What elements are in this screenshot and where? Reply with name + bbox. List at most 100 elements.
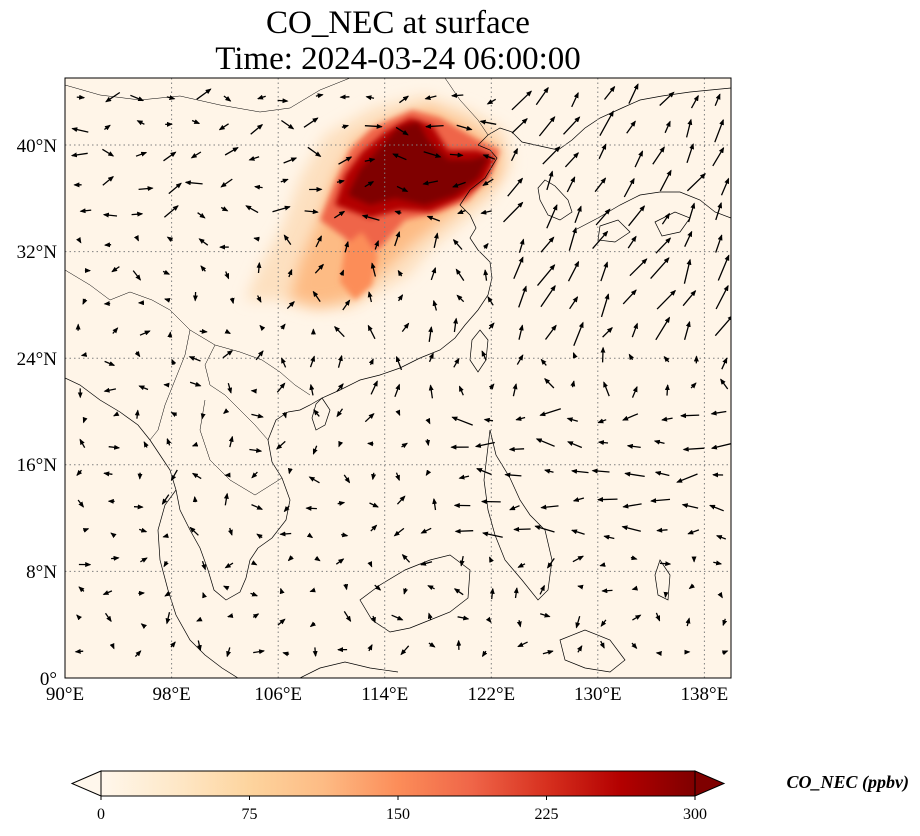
- wind-arrow: [371, 615, 376, 624]
- x-tick-label: 122°E: [467, 684, 515, 705]
- wind-arrow: [161, 494, 170, 505]
- wind-arrow: [682, 446, 705, 452]
- wind-arrow: [79, 208, 92, 214]
- wind-arrow: [281, 119, 295, 130]
- wind-arrow: [223, 492, 229, 506]
- wind-arrow: [715, 535, 727, 540]
- colorbar: 0 75 150 225 300 CO_NEC (ppbv): [70, 770, 909, 823]
- wind-arrow: [538, 116, 556, 137]
- wind-arrow: [449, 152, 464, 158]
- wind-arrow: [544, 377, 555, 389]
- wind-arrow: [309, 383, 315, 396]
- wind-arrow: [482, 242, 489, 250]
- wind-arrow: [717, 254, 730, 281]
- wind-arrow: [430, 266, 437, 281]
- wind-arrow: [535, 438, 555, 447]
- wind-arrow: [396, 185, 409, 192]
- wind-arrow: [224, 328, 231, 334]
- y-tick-label: 40°N: [17, 136, 58, 157]
- wind-arrow: [287, 467, 293, 475]
- wind-arrow: [656, 527, 668, 533]
- wind-arrow: [600, 619, 607, 627]
- wind-arrow: [595, 208, 611, 226]
- wind-arrow: [254, 184, 263, 190]
- wind-arrow: [690, 94, 699, 109]
- wind-arrow: [661, 416, 673, 422]
- wind-arrow: [515, 416, 526, 421]
- wind-arrow: [338, 156, 353, 165]
- wind-arrow: [592, 230, 609, 250]
- wind-arrow: [131, 211, 144, 217]
- wind-arrow: [79, 438, 86, 449]
- wind-arrow: [82, 528, 90, 533]
- wind-arrow: [365, 95, 375, 101]
- wind-arrow: [371, 472, 377, 481]
- wind-arrow: [192, 496, 198, 503]
- y-tick-label: 32°N: [17, 242, 58, 263]
- wind-arrow: [451, 416, 473, 426]
- wind-arrow: [681, 503, 699, 509]
- wind-arrow: [488, 322, 495, 330]
- wind-arrow: [343, 583, 349, 591]
- colorbar-tick-label: 225: [535, 806, 559, 823]
- wind-arrow: [710, 443, 731, 450]
- wind-arrow: [631, 322, 638, 338]
- wind-arrow: [428, 352, 434, 363]
- wind-arrow: [486, 98, 497, 105]
- wind-arrow: [220, 178, 233, 188]
- wind-arrow: [305, 505, 317, 511]
- wind-arrow: [513, 526, 531, 532]
- wind-arrow: [628, 205, 646, 227]
- y-tick-label: 16°N: [17, 455, 58, 476]
- x-tick-label: 98°E: [152, 684, 190, 705]
- wind-arrow: [482, 154, 496, 160]
- wind-arrow: [250, 560, 258, 566]
- wind-arrow: [277, 98, 289, 104]
- wind-arrow: [503, 201, 524, 223]
- wind-arrow: [676, 473, 698, 483]
- wind-arrow: [134, 650, 142, 658]
- wind-arrow: [162, 269, 171, 275]
- wind-arrow: [196, 88, 212, 100]
- wind-arrow: [721, 650, 729, 656]
- wind-arrow: [504, 472, 522, 478]
- wind-arrow: [337, 354, 343, 368]
- wind-arrow: [165, 612, 171, 625]
- wind-arrow: [396, 495, 406, 505]
- wind-arrow: [336, 408, 344, 418]
- wind-arrow: [720, 177, 730, 196]
- wind-arrow: [399, 95, 410, 104]
- wind-arrow: [111, 266, 120, 273]
- wind-arrow: [279, 323, 286, 330]
- wind-arrow: [518, 238, 525, 253]
- wind-arrow: [367, 644, 373, 652]
- wind-arrow: [452, 239, 463, 250]
- wind-arrow: [104, 612, 112, 623]
- wind-arrow: [566, 417, 578, 423]
- x-tick-label: 130°E: [574, 684, 622, 705]
- wind-arrow: [540, 504, 559, 510]
- wind-arrow: [166, 95, 176, 101]
- wind-arrow: [599, 110, 614, 137]
- wind-arrow: [687, 202, 696, 223]
- wind-arrow: [276, 382, 286, 393]
- wind-arrow: [630, 555, 638, 561]
- wind-arrow: [427, 612, 433, 621]
- wind-arrow: [510, 147, 518, 162]
- wind-arrow: [334, 325, 345, 338]
- wind-arrow: [687, 529, 700, 535]
- wind-arrow: [401, 442, 408, 449]
- wind-arrow: [397, 269, 404, 277]
- wind-arrow: [717, 591, 723, 599]
- wind-arrow: [132, 270, 142, 281]
- wind-arrow: [367, 291, 373, 303]
- wind-arrow: [102, 590, 113, 596]
- wind-arrow: [198, 238, 209, 246]
- wind-arrow: [253, 236, 260, 242]
- wind-arrow: [597, 440, 609, 446]
- wind-arrow: [227, 383, 233, 394]
- colorbar-tick-label: 300: [683, 806, 707, 823]
- wind-arrow: [453, 317, 459, 333]
- wind-arrow: [283, 157, 298, 164]
- wind-arrow: [200, 265, 207, 272]
